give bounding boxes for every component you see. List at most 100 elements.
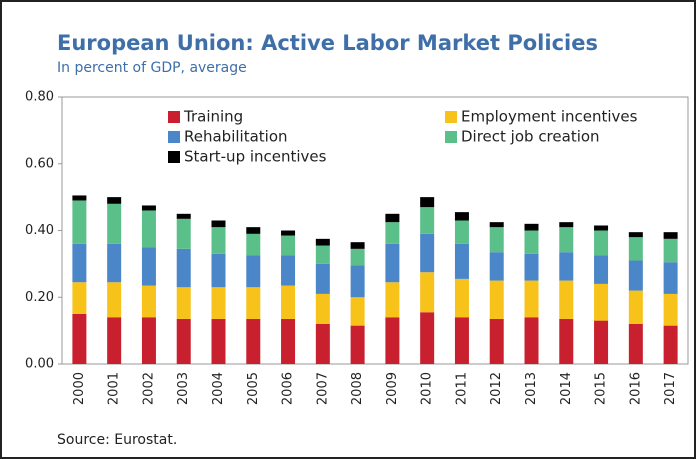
- bar-segment: [594, 225, 609, 231]
- bar-segment: [246, 287, 261, 319]
- bar-segment: [72, 313, 87, 364]
- bar-segment: [663, 232, 678, 239]
- bar-segment: [489, 280, 504, 319]
- x-tick-label: 2015: [594, 372, 609, 405]
- chart-subtitle: In percent of GDP, average: [57, 60, 247, 76]
- x-tick-label: 2000: [72, 372, 87, 405]
- legend-label: Employment incentives: [461, 108, 638, 126]
- bar-segment: [628, 323, 643, 364]
- bar-segment: [489, 222, 504, 228]
- bar-segment: [524, 230, 539, 254]
- bar-segment: [524, 223, 539, 231]
- bar-segment: [524, 280, 539, 318]
- legend-swatch: [168, 131, 180, 143]
- x-tick-label: 2006: [281, 372, 296, 405]
- bar-segment: [176, 248, 191, 288]
- bar-segment: [211, 220, 226, 228]
- bar-segment: [594, 283, 609, 321]
- bar-segment: [246, 233, 261, 256]
- y-tick-label: 0.80: [25, 90, 54, 105]
- chart-title: European Union: Active Labor Market Poli…: [57, 31, 598, 55]
- bar-segment: [141, 285, 156, 318]
- bar-segment: [385, 222, 400, 244]
- y-tick-label: 0.20: [25, 290, 54, 305]
- x-tick-label: 2012: [489, 372, 504, 405]
- bar-segment: [211, 318, 226, 364]
- bar-segment: [454, 317, 469, 364]
- y-tick-label: 0.00: [25, 357, 54, 372]
- bar-segment: [281, 235, 296, 256]
- bar-segment: [663, 238, 678, 263]
- legend-swatch: [445, 131, 457, 143]
- x-tick-label: 2003: [176, 372, 191, 405]
- legend-label: Rehabilitation: [184, 128, 288, 146]
- bar-segment: [559, 318, 574, 364]
- bar-segment: [176, 213, 191, 219]
- x-tick-label: 2007: [315, 372, 330, 405]
- bar-segment: [663, 325, 678, 364]
- x-tick-label: 2014: [559, 372, 574, 405]
- bar-segment: [385, 282, 400, 318]
- bar-segment: [107, 282, 122, 318]
- bar-segment: [350, 265, 365, 298]
- x-tick-label: 2009: [385, 372, 400, 405]
- bar-segment: [454, 243, 469, 279]
- bar-segment: [141, 317, 156, 364]
- source: Source: Eurostat.: [57, 432, 177, 448]
- bar-segment: [420, 272, 435, 313]
- bar-segment: [246, 318, 261, 364]
- bar-segment: [281, 230, 296, 236]
- bar-segment: [72, 282, 87, 314]
- bar-segment: [246, 227, 261, 234]
- legend-swatch: [445, 111, 457, 123]
- x-tick-label: 2016: [628, 372, 643, 405]
- bar-segment: [176, 287, 191, 319]
- bar-segment: [559, 280, 574, 319]
- x-tick-label: 2017: [663, 372, 678, 405]
- bar-segment: [594, 230, 609, 256]
- bar-segment: [281, 255, 296, 286]
- bar-segment: [141, 247, 156, 286]
- bar-segment: [350, 325, 365, 364]
- bar-segment: [663, 293, 678, 326]
- bar-segment: [211, 287, 226, 319]
- bar-segment: [524, 253, 539, 281]
- bar-segment: [594, 320, 609, 364]
- bar-segment: [454, 278, 469, 318]
- bar-segment: [385, 317, 400, 364]
- bar-segment: [489, 227, 504, 253]
- y-tick-label: 0.40: [25, 223, 54, 238]
- x-tick-label: 2008: [350, 372, 365, 405]
- bar-segment: [420, 197, 435, 208]
- bar-segment: [594, 255, 609, 284]
- legend-swatch: [168, 151, 180, 163]
- bar-segment: [315, 293, 330, 324]
- bar-segment: [281, 318, 296, 364]
- bar-segment: [107, 317, 122, 364]
- bar-segment: [281, 285, 296, 319]
- bar-segment: [315, 263, 330, 294]
- x-tick-label: 2013: [524, 372, 539, 405]
- bar-segment: [107, 203, 122, 244]
- bar-segment: [350, 242, 365, 249]
- bar-segment: [211, 227, 226, 254]
- bar-segment: [420, 207, 435, 234]
- legend-swatch: [168, 111, 180, 123]
- bar-segment: [628, 237, 643, 261]
- bar-segment: [176, 218, 191, 249]
- bar-segment: [559, 222, 574, 228]
- bar-segment: [524, 317, 539, 364]
- bar-segment: [350, 248, 365, 266]
- bar-segment: [315, 238, 330, 246]
- bar-segment: [420, 233, 435, 273]
- bar-segment: [420, 312, 435, 364]
- bar-segment: [141, 205, 156, 211]
- bar-segment: [315, 323, 330, 364]
- bar-segment: [350, 297, 365, 326]
- bar-segment: [72, 195, 87, 201]
- bar-segment: [559, 252, 574, 281]
- bar-segment: [141, 210, 156, 248]
- bar-segment: [489, 318, 504, 364]
- x-tick-label: 2010: [420, 372, 435, 405]
